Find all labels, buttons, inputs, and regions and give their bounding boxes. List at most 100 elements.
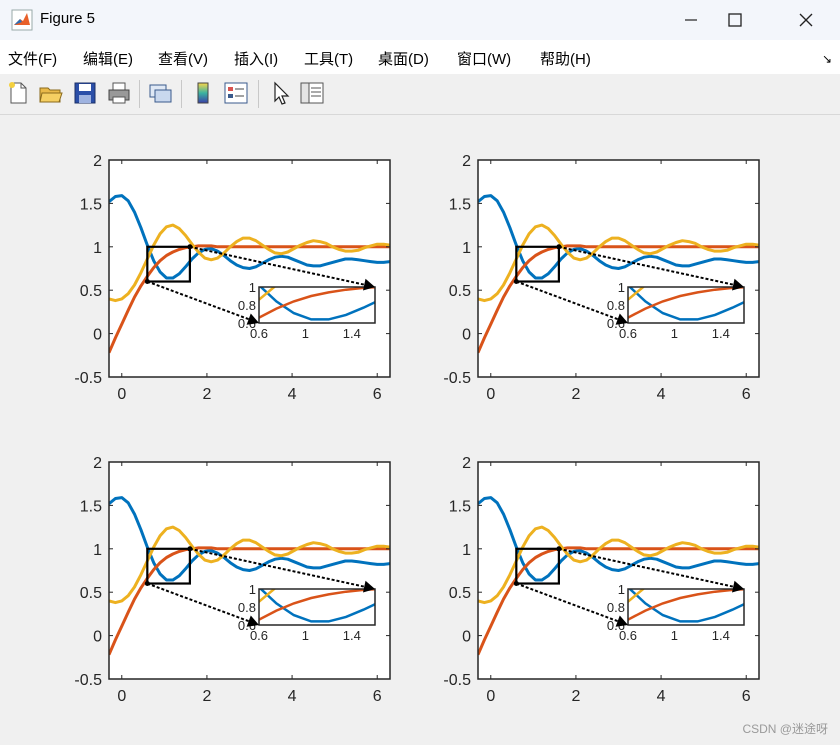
menu-insert[interactable]: 插入(I) bbox=[234, 51, 279, 68]
toolbar-separator bbox=[258, 80, 259, 108]
toolbar bbox=[0, 74, 840, 115]
subplot-bottom-right: 0 2 4 6-0.500.511.520.6 1 1.40.60.81 bbox=[443, 455, 760, 705]
inset-x-tick-label: 1 bbox=[671, 628, 678, 643]
y-tick-label: 1 bbox=[93, 240, 102, 257]
series-group bbox=[109, 496, 390, 656]
inset-x-tick-label: 1.4 bbox=[712, 326, 730, 341]
close-button[interactable] bbox=[775, 0, 837, 40]
inset-series-group bbox=[628, 287, 744, 321]
arrow-head bbox=[246, 313, 259, 325]
legend-icon[interactable] bbox=[223, 80, 249, 106]
zoom-connector-line bbox=[146, 582, 250, 623]
inset-series-line-2 bbox=[259, 589, 375, 622]
y-tick-label: 1 bbox=[462, 240, 471, 257]
inset-y-tick-label: 1 bbox=[618, 582, 625, 597]
series-line-2 bbox=[109, 546, 390, 656]
axes-box bbox=[108, 159, 391, 378]
inset-box bbox=[258, 286, 376, 324]
inset-series-group bbox=[259, 287, 375, 321]
inset-background bbox=[628, 589, 744, 625]
arrow-head bbox=[615, 313, 628, 325]
inset-y-tick-label: 0.8 bbox=[607, 600, 625, 615]
minimize-button[interactable] bbox=[660, 0, 722, 40]
inset-box bbox=[258, 588, 376, 626]
inset-series-group bbox=[628, 589, 744, 623]
menu-help[interactable]: 帮助(H) bbox=[540, 51, 591, 68]
zoom-rectangle bbox=[515, 547, 560, 585]
print-icon[interactable] bbox=[106, 80, 132, 106]
y-tick-label: 1.5 bbox=[449, 196, 471, 213]
arrow-head bbox=[362, 580, 375, 593]
property-inspector-icon[interactable] bbox=[299, 80, 325, 106]
arrow-head bbox=[246, 615, 259, 627]
y-tick-label: 1.5 bbox=[449, 498, 471, 515]
inset-axes: 0.6 1 1.40.60.81 bbox=[238, 280, 376, 341]
open-folder-icon[interactable] bbox=[38, 80, 64, 106]
x-tick-label: 6 bbox=[742, 688, 751, 705]
y-tick-label: 0 bbox=[93, 327, 102, 344]
menu-desktop[interactable]: 桌面(D) bbox=[378, 51, 429, 68]
series-line-2 bbox=[109, 244, 390, 354]
x-tick-label: 0 bbox=[486, 386, 495, 403]
y-tick-label: -0.5 bbox=[74, 672, 102, 689]
matlab-logo-icon bbox=[11, 9, 33, 31]
x-tick-label: 0 bbox=[117, 688, 126, 705]
inset-x-tick-label: 0.6 bbox=[619, 628, 637, 643]
series-line-2 bbox=[478, 546, 759, 656]
x-tick-label: 2 bbox=[571, 386, 580, 403]
watermark: CSDN @迷途呀 bbox=[742, 722, 828, 736]
menu-view[interactable]: 查看(V) bbox=[158, 51, 208, 68]
y-tick-label: -0.5 bbox=[74, 370, 102, 387]
series-line-3 bbox=[478, 223, 759, 303]
series-line-2 bbox=[478, 244, 759, 354]
x-tick-label: 0 bbox=[486, 688, 495, 705]
zoom-rectangle bbox=[146, 245, 191, 283]
menu-bar bbox=[0, 40, 840, 74]
save-icon[interactable] bbox=[72, 80, 98, 106]
maximize-button[interactable] bbox=[704, 0, 766, 40]
y-tick-label: 2 bbox=[93, 455, 102, 472]
subplot-top-right: 0 2 4 6-0.500.511.520.6 1 1.40.60.81 bbox=[443, 153, 760, 403]
zoom-rectangle bbox=[146, 547, 191, 585]
inset-axes: 0.6 1 1.40.60.81 bbox=[607, 280, 745, 341]
series-group bbox=[478, 194, 759, 354]
x-tick-label: 4 bbox=[657, 688, 666, 705]
x-tick-label: 6 bbox=[742, 386, 751, 403]
y-tick-label: 1.5 bbox=[80, 196, 102, 213]
inset-x-tick-label: 1 bbox=[302, 628, 309, 643]
y-tick-label: 0.5 bbox=[449, 283, 471, 300]
inset-series-line-2 bbox=[628, 589, 744, 622]
x-tick-label: 4 bbox=[288, 688, 297, 705]
y-tick-label: 2 bbox=[462, 455, 471, 472]
x-tick-label: 4 bbox=[657, 386, 666, 403]
inset-y-tick-label: 1 bbox=[249, 582, 256, 597]
dock-arrow-icon[interactable]: ↘ bbox=[821, 52, 832, 66]
x-tick-label: 6 bbox=[373, 688, 382, 705]
pointer-icon[interactable] bbox=[268, 80, 294, 106]
inset-series-group bbox=[259, 589, 375, 623]
inset-x-tick-label: 1 bbox=[671, 326, 678, 341]
inset-axes: 0.6 1 1.40.60.81 bbox=[238, 582, 376, 643]
minimize-icon bbox=[685, 19, 697, 21]
inset-series-line-2 bbox=[628, 287, 744, 320]
series-line-3 bbox=[109, 223, 390, 303]
x-tick-label: 4 bbox=[288, 386, 297, 403]
menu-file[interactable]: 文件(F) bbox=[8, 51, 58, 68]
y-tick-label: -0.5 bbox=[443, 370, 471, 387]
y-tick-label: 0 bbox=[462, 327, 471, 344]
inset-x-tick-label: 1.4 bbox=[343, 326, 361, 341]
zoom-rectangle bbox=[515, 245, 560, 283]
menu-window[interactable]: 窗口(W) bbox=[457, 51, 512, 68]
inset-x-tick-label: 0.6 bbox=[619, 326, 637, 341]
menu-edit[interactable]: 编辑(E) bbox=[83, 51, 133, 68]
y-tick-label: 0.5 bbox=[80, 585, 102, 602]
y-tick-label: 0 bbox=[462, 629, 471, 646]
new-figure-icon[interactable] bbox=[5, 80, 31, 106]
y-tick-label: -0.5 bbox=[443, 672, 471, 689]
inset-background bbox=[259, 287, 375, 323]
menu-tools[interactable]: 工具(T) bbox=[304, 51, 354, 68]
colorbar-icon[interactable] bbox=[190, 80, 216, 106]
axes-box bbox=[108, 461, 391, 680]
link-plot-icon[interactable] bbox=[147, 80, 173, 106]
y-tick-label: 0 bbox=[93, 629, 102, 646]
